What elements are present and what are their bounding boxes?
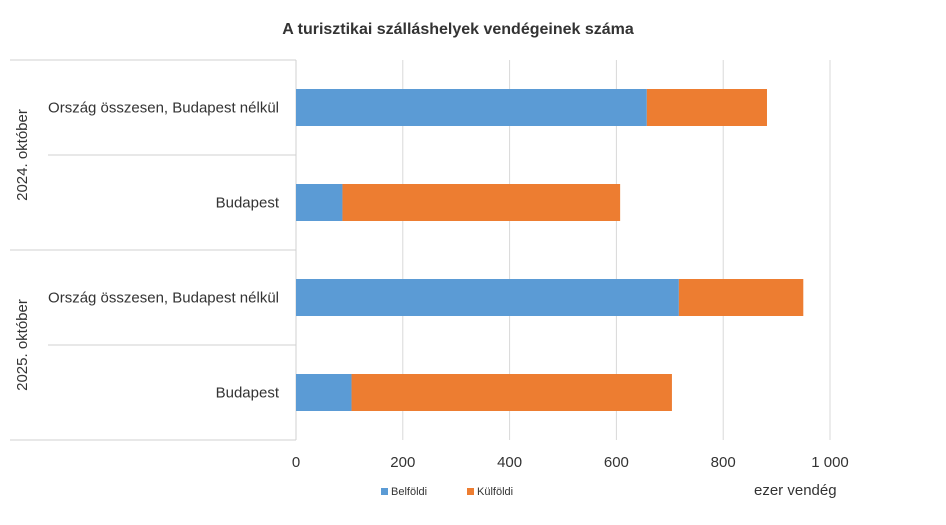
bar-belföldi bbox=[296, 374, 352, 411]
category-label: Budapest bbox=[216, 385, 280, 402]
x-tick-label: 1 000 bbox=[811, 454, 849, 471]
bars bbox=[296, 89, 804, 411]
bar-külföldi bbox=[342, 184, 621, 221]
legend-swatch bbox=[467, 488, 474, 495]
legend: Belföldi Külföldi bbox=[381, 486, 513, 498]
x-axis-label: ezer vendég bbox=[754, 482, 837, 499]
group-labels: 2024. október 2025. október bbox=[14, 109, 31, 391]
bar-külföldi bbox=[351, 374, 672, 411]
chart-title: A turisztikai szálláshelyek vendégeinek … bbox=[282, 21, 634, 38]
group-label: 2024. október bbox=[14, 109, 31, 201]
bar-belföldi bbox=[296, 279, 679, 316]
category-labels: Ország összesen, Budapest nélkül Budapest… bbox=[48, 100, 280, 402]
legend-label: Belföldi bbox=[391, 486, 427, 498]
bar-külföldi bbox=[678, 279, 804, 316]
legend-label: Külföldi bbox=[477, 486, 513, 498]
category-label: Ország összesen, Budapest nélkül bbox=[48, 290, 279, 307]
category-label: Budapest bbox=[216, 195, 280, 212]
x-tick-label: 600 bbox=[604, 454, 629, 471]
bar-belföldi bbox=[296, 89, 647, 126]
group-label: 2025. október bbox=[14, 299, 31, 391]
x-tick-label: 0 bbox=[292, 454, 300, 471]
bar-belföldi bbox=[296, 184, 343, 221]
x-tick-label: 200 bbox=[390, 454, 415, 471]
bar-külföldi bbox=[646, 89, 767, 126]
category-label: Ország összesen, Budapest nélkül bbox=[48, 100, 279, 117]
x-tick-labels: 0 200 400 600 800 1 000 bbox=[292, 454, 849, 471]
x-tick-label: 400 bbox=[497, 454, 522, 471]
x-tick-label: 800 bbox=[711, 454, 736, 471]
category-axis-frame bbox=[10, 59, 297, 441]
legend-swatch bbox=[381, 488, 388, 495]
